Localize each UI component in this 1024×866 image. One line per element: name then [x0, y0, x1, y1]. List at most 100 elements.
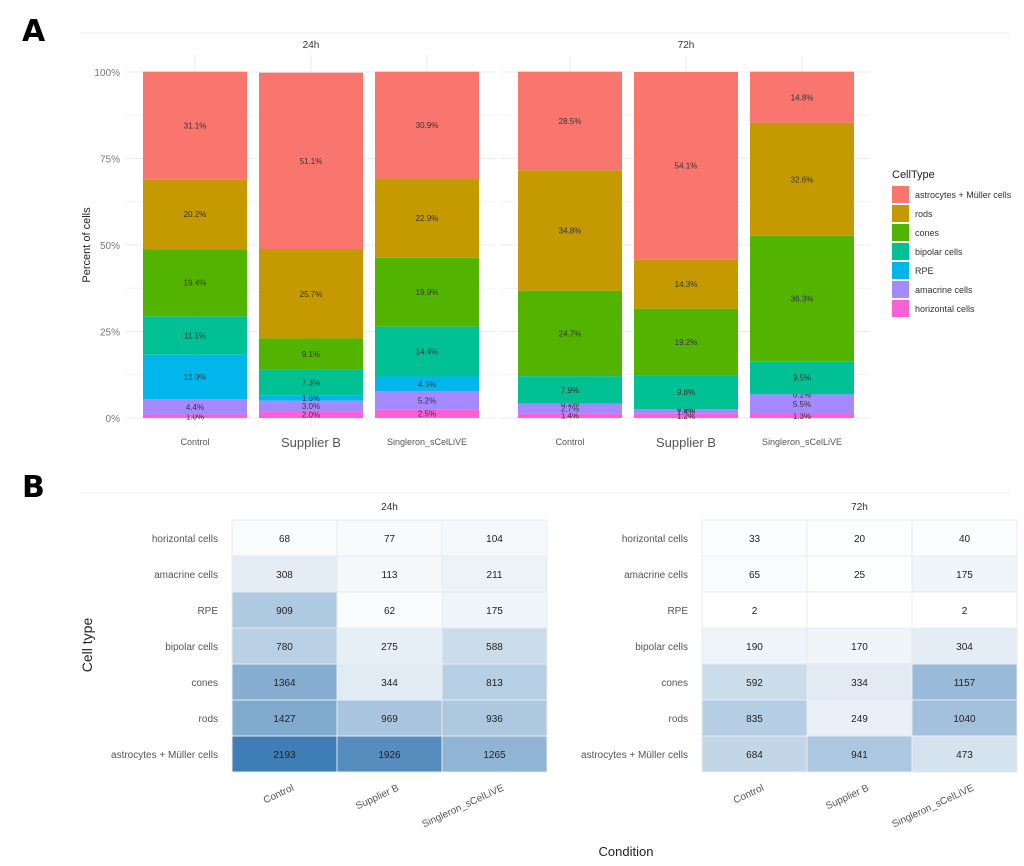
cell-value: 2: [962, 606, 968, 617]
row-label: rods: [669, 714, 688, 725]
bar-segment: [259, 400, 363, 412]
cell-value: 344: [381, 678, 398, 689]
panel-b-label: B: [22, 470, 45, 505]
cell-value: 308: [276, 570, 293, 581]
x-tick-label: Supplier B: [354, 783, 401, 813]
cell-value: 1157: [954, 678, 976, 689]
bar-segment: [750, 71, 854, 123]
row-label: rods: [199, 714, 218, 725]
data-label: 3.0%: [302, 402, 320, 411]
bar-segment: [259, 411, 363, 418]
legend-title: CellType: [892, 169, 935, 181]
data-label: 32.6%: [791, 175, 814, 184]
data-label: 24.7%: [559, 329, 582, 338]
x-tick-label: Control: [180, 437, 209, 447]
data-label: 0.0%: [677, 405, 695, 414]
bar-segment: [634, 308, 738, 376]
bar-segment: [375, 391, 479, 410]
x-tick-label: Supplier B: [824, 783, 871, 813]
cell-value: 1926: [378, 750, 401, 761]
heatmap-cell: [911, 591, 1018, 629]
cell-value: 835: [746, 714, 763, 725]
cell-value: 249: [851, 714, 868, 725]
data-label: 36.3%: [791, 294, 814, 303]
row-label: RPE: [667, 606, 688, 617]
cell-value: 175: [486, 606, 503, 617]
bar-segment: [143, 414, 247, 418]
bar-segment: [375, 326, 479, 377]
data-label: 28.5%: [559, 117, 582, 126]
facet-label: 24h: [303, 40, 320, 51]
data-label: 0.1%: [793, 390, 811, 399]
bar-segment: [143, 399, 247, 415]
data-label: 9.1%: [302, 350, 320, 359]
x-tick-label: Supplier B: [656, 435, 716, 450]
heatmap-cell: [701, 591, 808, 629]
data-label: 5.2%: [418, 396, 436, 405]
cell-value: 68: [279, 534, 291, 545]
cell-value: 33: [749, 534, 761, 545]
x-tick-label: Control: [262, 783, 296, 807]
row-label: amacrine cells: [624, 570, 688, 581]
data-label: 54.1%: [675, 162, 698, 171]
heatmap-cell: [441, 591, 548, 629]
bar-segment: [518, 170, 622, 291]
heatmap-cell: [231, 519, 338, 557]
cell-value: 1265: [483, 750, 506, 761]
cell-value: 473: [956, 750, 973, 761]
heatmap-cell: [231, 699, 338, 737]
heatmap-cell: [701, 735, 808, 773]
data-label: 25.7%: [300, 290, 323, 299]
bar-segment: [259, 338, 363, 370]
x-tick-label: Supplier B: [281, 435, 341, 450]
bar-segment: [634, 72, 738, 260]
data-label: 20.2%: [184, 210, 207, 219]
legend-label: rods: [915, 209, 933, 219]
heatmap-cell: [231, 591, 338, 629]
panel-a-label: A: [22, 14, 46, 49]
cell-value: 175: [956, 570, 973, 581]
cell-value: 909: [276, 606, 293, 617]
cell-value: 1427: [273, 714, 296, 725]
data-label: 1.0%: [186, 412, 204, 421]
row-label: bipolar cells: [165, 642, 218, 653]
data-label: 51.1%: [300, 157, 323, 166]
bar-segment: [750, 361, 854, 395]
heatmap-cell: [911, 519, 1018, 557]
legend-swatch: [892, 205, 909, 222]
data-label: 2.0%: [302, 411, 320, 420]
bar-segment: [750, 394, 854, 414]
row-label: cones: [661, 678, 688, 689]
cell-value: 190: [746, 642, 763, 653]
data-label: 11.1%: [184, 331, 206, 340]
data-label: 12.9%: [184, 373, 207, 382]
cell-value: 104: [486, 534, 503, 545]
cell-value: 941: [851, 750, 868, 761]
x-tick-label: Singleron_sCelLiVE: [891, 783, 977, 831]
bar-segment: [750, 413, 854, 418]
heatmap-cell: [336, 627, 443, 665]
bar-segment: [750, 122, 854, 236]
cell-value: 20: [854, 534, 866, 545]
legend-swatch: [892, 186, 909, 203]
data-label: 34.8%: [559, 226, 582, 235]
cell-value: 275: [381, 642, 398, 653]
legend-swatch: [892, 224, 909, 241]
bar-segment: [143, 71, 247, 180]
cell-value: 170: [851, 642, 868, 653]
bar-segment: [518, 376, 622, 404]
stacked-bar-chart: 0% 25% 50% 75% 100% Percent of cells 24h 72h 1.0…: [80, 32, 1012, 450]
data-label: 22.9%: [416, 214, 439, 223]
x-tick-label: Singleron_sCelLiVE: [421, 783, 507, 831]
bar-segment: [143, 179, 247, 250]
bar-segment: [518, 403, 622, 414]
row-label: amacrine cells: [154, 570, 218, 581]
bar-segment: [518, 71, 622, 171]
data-label: 0.1%: [561, 400, 579, 409]
legend-swatch: [892, 243, 909, 260]
legend-label: cones: [915, 228, 940, 238]
data-label: 1.4%: [561, 412, 579, 421]
x-axis-label: Condition: [599, 844, 654, 859]
x-tick-label: Singleron_sCelLiVE: [762, 437, 842, 447]
cell-value: 211: [487, 570, 503, 581]
